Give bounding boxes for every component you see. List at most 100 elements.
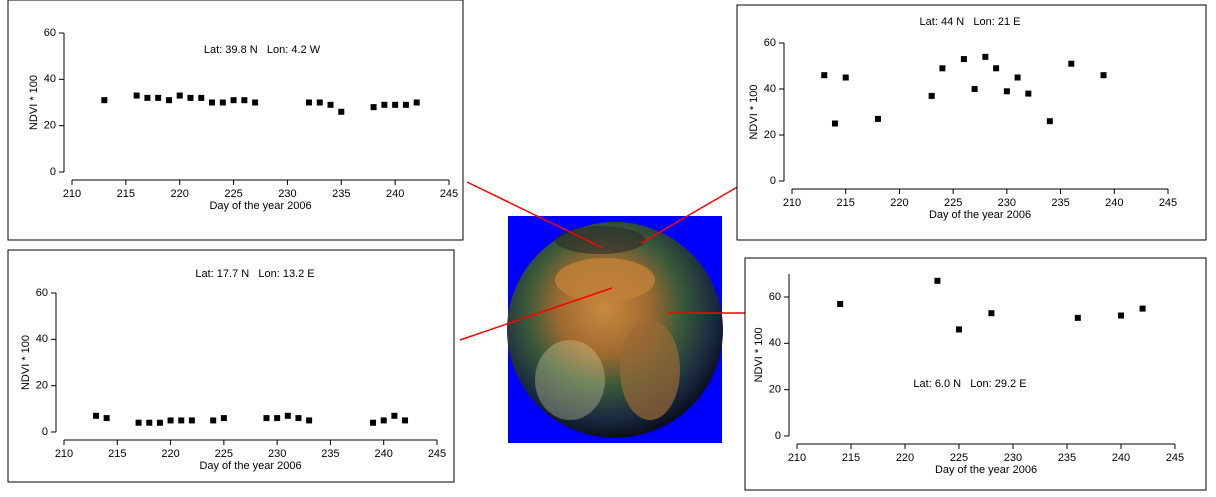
data-point [928,92,935,99]
x-tick-label: 230 [278,188,296,200]
data-point [380,417,387,424]
x-tick-label: 215 [117,188,135,200]
data-point [413,99,420,106]
x-tick-label: 230 [268,448,286,460]
data-point [210,417,217,424]
y-tick-label: 40 [769,337,781,349]
chart-title: Lat: 17.7 N Lon: 13.2 E [195,268,314,280]
data-point [831,120,838,127]
y-tick-label: 0 [775,430,781,442]
x-tick-label: 225 [224,188,242,200]
data-point [874,115,881,122]
panel-frame [736,4,1207,241]
data-point [306,417,313,424]
data-point [837,300,844,307]
data-point [402,417,409,424]
data-point [338,108,345,115]
x-tick-label: 225 [950,452,968,464]
data-point [103,415,110,422]
data-point [988,310,995,317]
y-tick-label: 40 [44,73,56,85]
data-point [167,417,174,424]
x-tick-label: 245 [428,448,446,460]
data-point [198,94,205,101]
data-point [821,72,828,79]
y-tick-label: 0 [770,175,776,187]
data-point [993,65,1000,72]
x-tick-label: 240 [1105,197,1123,209]
data-point [370,104,377,111]
y-axis-label: NDVI * 100 [748,84,760,139]
data-point [101,97,108,104]
x-tick-label: 225 [944,197,962,209]
y-tick-label: 0 [50,166,56,178]
data-point [1046,118,1053,125]
y-tick-label: 20 [764,129,776,141]
x-tick-label: 210 [55,448,73,460]
data-point [135,419,142,426]
data-point [1068,60,1075,67]
y-axis-label: NDVI * 100 [20,335,32,390]
y-tick-label: 60 [769,291,781,303]
data-point [392,101,399,108]
x-tick-label: 220 [896,452,914,464]
chart-title: Lat: 44 N Lon: 21 E [920,16,1021,28]
x-tick-label: 245 [1166,452,1184,464]
data-point [305,99,312,106]
y-tick-label: 20 [44,120,56,132]
x-tick-label: 215 [108,448,126,460]
x-tick-label: 245 [440,188,458,200]
data-point [92,412,99,419]
y-tick-label: 40 [764,83,776,95]
data-point [274,415,281,422]
data-point [982,53,989,60]
data-point [842,74,849,81]
data-point [1100,72,1107,79]
x-tick-label: 235 [321,448,339,460]
y-tick-label: 60 [764,37,776,49]
data-point [146,419,153,426]
x-tick-label: 240 [386,188,404,200]
data-point [939,65,946,72]
data-point [1003,88,1010,95]
chart-panel: 0 20 40 60 210 215 220 225 230 235 240 245 Day of th… [7,0,464,241]
y-tick-label: 20 [36,380,48,392]
y-tick-label: 0 [42,426,48,438]
data-point [188,417,195,424]
x-tick-label: 215 [837,197,855,209]
x-tick-label: 220 [890,197,908,209]
data-point [176,92,183,99]
x-tick-label: 235 [1058,452,1076,464]
x-tick-label: 240 [375,448,393,460]
panel-frame [744,257,1207,491]
x-axis-label: Day of the year 2006 [935,464,1037,476]
x-tick-label: 230 [1004,452,1022,464]
x-tick-label: 225 [215,448,233,460]
x-axis-label: Day of the year 2006 [199,460,301,472]
globe-image [507,216,723,443]
data-point [960,56,967,63]
data-point [1025,90,1032,97]
y-axis-label: NDVI * 100 [753,327,765,382]
data-point [370,419,377,426]
x-tick-label: 210 [788,452,806,464]
chart-panel: 0 20 40 60 210 215 220 225 230 235 240 245 Day of th… [7,249,455,483]
data-point [156,419,163,426]
data-point [187,94,194,101]
data-point [155,94,162,101]
data-point [1118,312,1124,319]
y-axis-label: NDVI * 100 [28,75,40,130]
data-point [241,97,248,104]
x-tick-label: 220 [161,448,179,460]
x-axis-label: Day of the year 2006 [929,209,1031,221]
data-point [956,326,962,333]
y-tick-label: 60 [44,27,56,39]
x-tick-label: 235 [1051,197,1069,209]
chart-title: Lat: 6.0 N Lon: 29.2 E [913,378,1026,390]
data-point [252,99,259,106]
x-tick-label: 235 [332,188,350,200]
data-point [391,412,398,419]
data-point [327,101,334,108]
x-tick-label: 220 [171,188,189,200]
chart-panel: 0 20 40 60 210 215 220 225 230 235 240 245 Day of th… [744,257,1207,491]
